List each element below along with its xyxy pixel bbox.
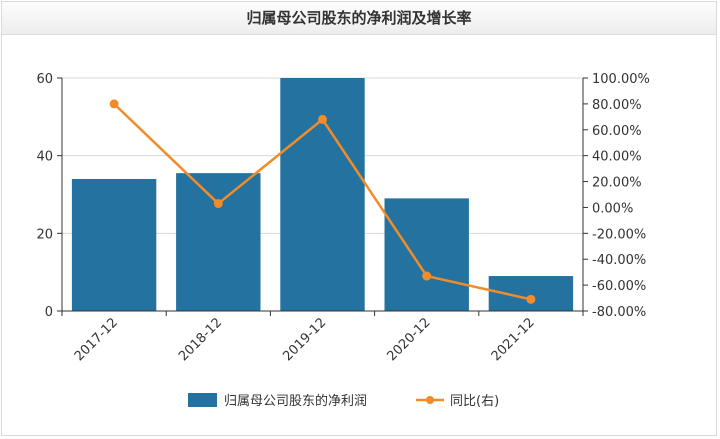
x-tick-label: 2017-12 [72,315,121,364]
legend: 归属母公司股东的净利润 同比(右) [188,393,499,409]
right-tick-label: 0.00% [592,201,633,216]
line-series [109,99,536,304]
bar [71,178,157,311]
x-tick-label: 2021-12 [489,315,538,364]
right-tick-label: -20.00% [592,227,646,242]
right-tick-label: 40.00% [592,150,642,165]
growth-point [213,199,223,209]
right-tick-label: -60.00% [592,279,646,294]
legend-line-marker [426,396,434,404]
right-tick-label: 60.00% [592,124,642,139]
left-tick-label: 0 [45,305,53,320]
right-tick-label: 20.00% [592,176,642,191]
legend-bar-swatch [188,393,217,407]
right-tick-label: -80.00% [592,305,646,320]
growth-point [526,294,536,304]
left-tick-label: 60 [36,72,53,87]
legend-bar-label: 归属母公司股东的净利润 [224,393,367,409]
legend-line-label: 同比(右) [450,394,499,409]
axes [57,77,588,316]
left-tick-label: 40 [36,150,53,165]
x-tick-label: 2019-12 [280,315,329,364]
bar [176,173,261,311]
left-tick-label: 20 [36,227,53,242]
x-tick-label: 2020-12 [385,315,434,364]
x-tick-label: 2018-12 [176,315,225,364]
right-tick-label: 80.00% [592,98,642,113]
growth-point [318,114,327,124]
bar-series [71,78,574,311]
bar [384,198,469,311]
bar [280,78,365,311]
growth-point [109,99,119,109]
right-tick-label: 100.00% [592,72,650,87]
chart-title: 归属母公司股东的净利润及增长率 [2,2,716,35]
right-tick-label: -40.00% [592,253,646,268]
growth-point [422,271,432,281]
